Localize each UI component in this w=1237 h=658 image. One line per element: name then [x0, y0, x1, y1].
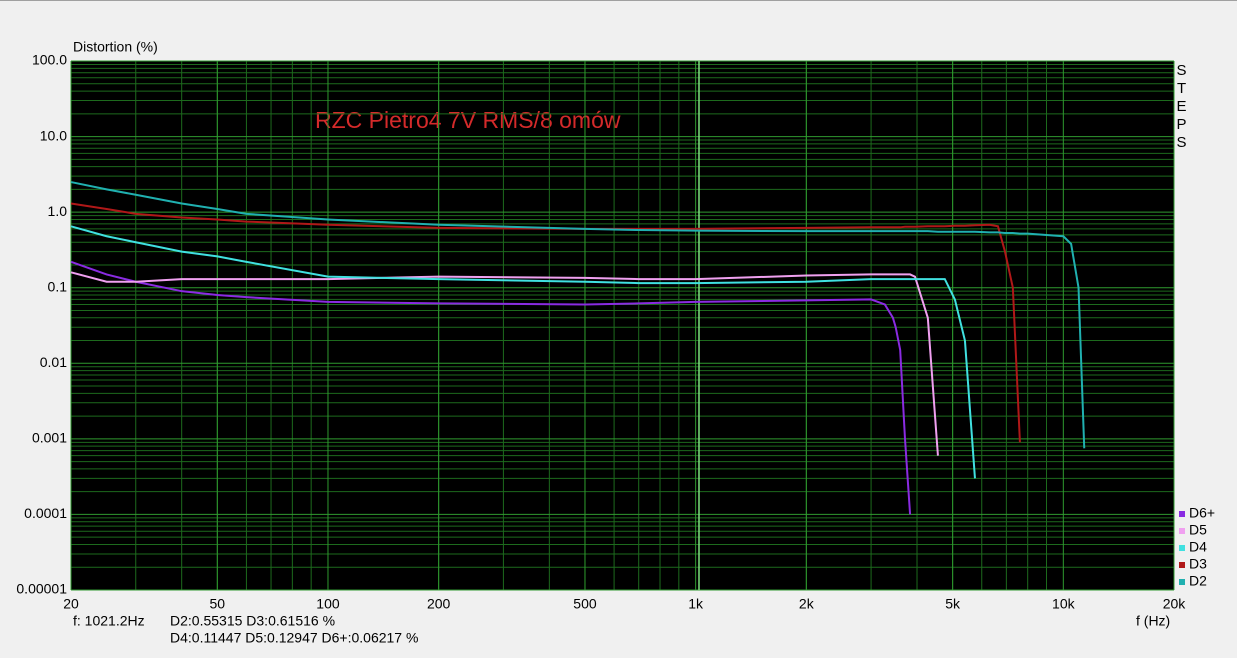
- x-tick-label: 10k: [1052, 596, 1076, 612]
- y-tick-label: 100.0: [32, 52, 67, 68]
- legend-swatch: [1179, 545, 1185, 551]
- x-tick-label: 5k: [945, 596, 961, 612]
- y-tick-label: 0.01: [40, 354, 67, 370]
- readout: D2:0.55315 D3:0.61516 %: [170, 613, 335, 629]
- y-axis-label: Distortion (%): [73, 39, 158, 55]
- legend-swatch: [1179, 528, 1185, 534]
- x-tick-label: 500: [573, 596, 597, 612]
- y-tick-label: 0.0001: [24, 505, 67, 521]
- legend-label: D3: [1189, 556, 1207, 572]
- x-axis-label: f (Hz): [1136, 613, 1170, 629]
- y-tick-label: 1.0: [48, 203, 68, 219]
- x-tick-label: 1k: [688, 596, 704, 612]
- x-tick-label: 100: [316, 596, 340, 612]
- series-line: [70, 202, 1021, 443]
- x-tick-label: 50: [210, 596, 226, 612]
- series-line: [70, 181, 1086, 449]
- series-line: [70, 271, 939, 456]
- y-tick-label: 0.00001: [16, 581, 67, 597]
- x-tick-label: 200: [427, 596, 451, 612]
- y-tick-label: 0.001: [32, 430, 67, 446]
- series-line: [70, 260, 912, 515]
- plot-area: [71, 61, 1174, 590]
- y-tick-label: 0.1: [48, 278, 68, 294]
- x-tick-label: 20k: [1163, 596, 1187, 612]
- side-label: STEPS: [1173, 62, 1190, 152]
- readout: f: 1021.2Hz: [73, 613, 145, 629]
- legend-label: D2: [1189, 573, 1207, 589]
- legend-label: D5: [1189, 522, 1207, 538]
- annotation: RZC Pietro4 7V RMS/8 omów: [315, 107, 621, 133]
- x-tick-label: 20: [63, 596, 79, 612]
- legend-label: D4: [1189, 539, 1207, 555]
- series-line: [70, 225, 976, 479]
- legend-swatch: [1179, 562, 1185, 568]
- x-tick-label: 2k: [799, 596, 815, 612]
- y-tick-label: 10.0: [40, 127, 67, 143]
- legend-swatch: [1179, 511, 1185, 517]
- readout: D4:0.11447 D5:0.12947 D6+:0.06217 %: [170, 630, 418, 646]
- legend-label: D6+: [1189, 505, 1215, 521]
- legend-swatch: [1179, 579, 1185, 585]
